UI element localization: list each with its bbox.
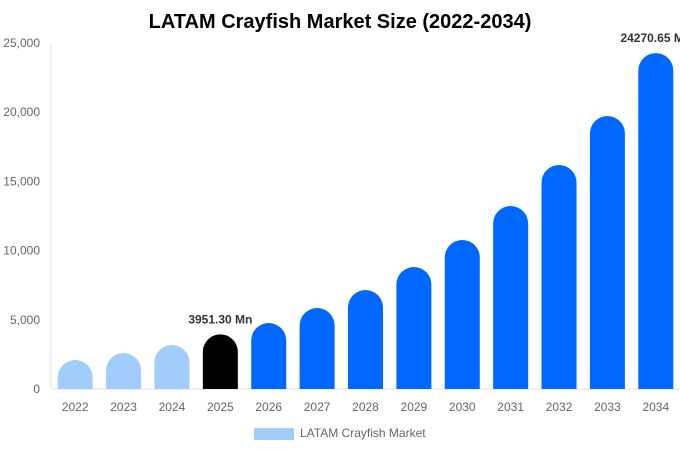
x-tick-label: 2025 [207,400,234,414]
bar-2034[interactable] [638,53,674,389]
y-tick-label: 10,000 [3,244,40,258]
bar-2025[interactable] [202,334,238,389]
x-tick-label: 2029 [401,400,428,414]
bar-2024[interactable] [154,344,190,389]
bar-2030[interactable] [444,239,480,389]
chart-title: LATAM Crayfish Market Size (2022-2034) [149,11,532,33]
x-tick-label: 2023 [110,400,137,414]
x-tick-label: 2028 [352,400,379,414]
bar-2026[interactable] [251,322,287,389]
x-tick-label: 2026 [255,400,282,414]
y-tick-label: 15,000 [3,174,40,188]
bar-2027[interactable] [299,308,335,389]
bar-2032[interactable] [541,165,577,389]
bar-2023[interactable] [106,353,142,389]
x-tick-label: 2033 [594,400,621,414]
x-tick-label: 2031 [497,400,524,414]
x-tick-label: 2032 [546,400,573,414]
x-tick-label: 2027 [304,400,331,414]
data-label-2034: 24270.65 Mn [620,31,680,45]
legend[interactable]: LATAM Crayfish Market [254,426,426,440]
x-tick-label: 2024 [159,400,186,414]
data-label-2025: 3951.30 Mn [188,312,252,326]
x-tick-label: 2022 [62,400,89,414]
y-tick-label: 20,000 [3,105,40,119]
bar-2031[interactable] [493,206,529,389]
bar-2029[interactable] [396,267,432,389]
bar-2022[interactable] [57,360,93,389]
y-tick-label: 25,000 [3,36,40,50]
legend-label: LATAM Crayfish Market [300,426,426,440]
y-tick-label: 5,000 [10,313,40,327]
bar-2028[interactable] [348,290,383,389]
legend-swatch [254,428,294,440]
y-tick-label: 0 [33,382,40,396]
x-tick-label: 2034 [642,400,669,414]
bars [57,53,674,389]
x-axis: 2022 2023 2024 2025 2026 2027 2028 2029 2030 2031… [51,388,680,414]
data-labels: 3951.30 Mn 24270.65 Mn [188,31,680,326]
bar-2033[interactable] [589,116,625,389]
x-tick-label: 2030 [449,400,476,414]
y-axis: 0 5,000 10,000 15,000 20,000 25,000 [3,36,52,396]
